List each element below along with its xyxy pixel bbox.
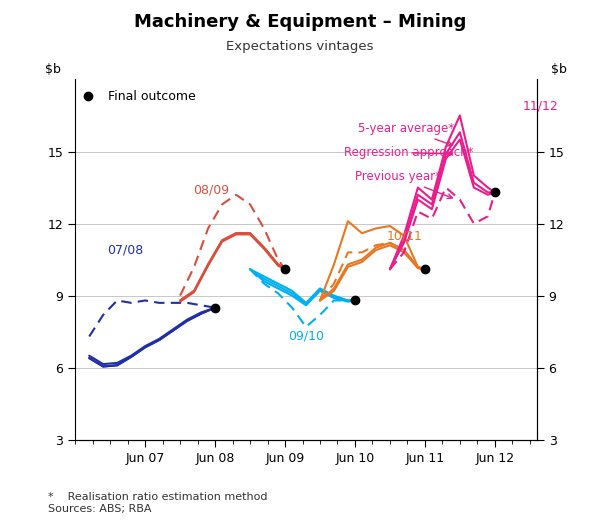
Text: 5-year average*: 5-year average* [358,122,455,146]
Text: Regression approach*: Regression approach* [344,147,474,159]
Text: 07/08: 07/08 [107,243,143,257]
Text: Previous year*: Previous year* [355,170,452,199]
Text: 08/09: 08/09 [193,183,229,197]
Legend: Final outcome: Final outcome [75,87,199,107]
Text: 10/11: 10/11 [386,229,422,242]
Text: 11/12: 11/12 [523,100,559,112]
Text: 09/10: 09/10 [289,330,325,343]
Text: $b: $b [45,63,61,76]
Text: Machinery & Equipment – Mining: Machinery & Equipment – Mining [134,13,466,31]
Text: *    Realisation ratio estimation method
Sources: ABS; RBA: * Realisation ratio estimation method So… [48,492,268,514]
Text: $b: $b [551,63,567,76]
Text: Expectations vintages: Expectations vintages [226,40,374,53]
